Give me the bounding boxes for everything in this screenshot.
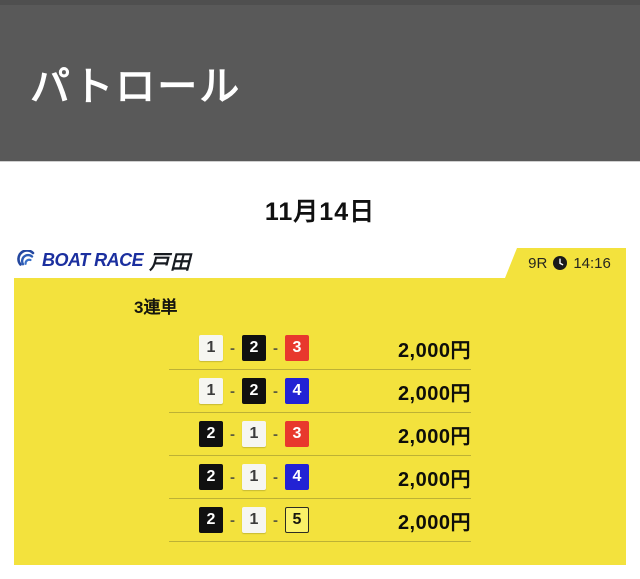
boat-number-box: 2 <box>199 421 223 447</box>
combo: 1 - 2 - 4 <box>199 378 309 404</box>
venue-name: 戸田 <box>149 251 192 274</box>
ticket-header: BOAT RACE 戸田 9R 14:16 <box>14 242 626 278</box>
bet-type-label: 3連単 <box>134 298 178 317</box>
boat-number-box: 2 <box>199 507 223 533</box>
dash-separator: - <box>273 382 278 400</box>
combo: 1 - 2 - 3 <box>199 335 309 361</box>
bet-rows: 1 - 2 - 3 2,000円 1 - 2 - 4 2,000円 <box>169 327 471 542</box>
boatrace-logo-text: BOAT RACE <box>42 249 144 270</box>
race-number: 9R <box>528 254 548 272</box>
boat-number-box: 1 <box>242 464 266 490</box>
page-title: パトロール <box>30 65 242 109</box>
ticket-body: 3連単 1 - 2 - 3 2,000円 1 - 2 - 4 <box>14 278 626 565</box>
bet-amount: 2,000円 <box>397 425 471 448</box>
boat-number-box: 1 <box>199 378 223 404</box>
bet-amount: 2,000円 <box>397 339 471 362</box>
dash-separator: - <box>230 511 235 529</box>
boat-number-box: 5 <box>285 507 309 533</box>
bet-row: 2 - 1 - 5 2,000円 <box>169 499 471 542</box>
dash-separator: - <box>230 339 235 357</box>
date-strip: 11月14日 <box>0 162 640 242</box>
boat-number-box: 4 <box>285 464 309 490</box>
boat-number-box: 2 <box>242 378 266 404</box>
race-date: 11月14日 <box>264 198 376 226</box>
dash-separator: - <box>273 425 278 443</box>
boatrace-swirl-icon <box>17 250 35 266</box>
boatrace-brand: BOAT RACE 戸田 <box>14 242 191 278</box>
boat-number-box: 3 <box>285 421 309 447</box>
dash-separator: - <box>230 468 235 486</box>
bet-row: 1 - 2 - 3 2,000円 <box>169 327 471 370</box>
race-info-tab: 9R 14:16 <box>505 248 626 278</box>
dash-separator: - <box>273 511 278 529</box>
dash-separator: - <box>273 468 278 486</box>
combo: 2 - 1 - 5 <box>199 507 309 533</box>
dash-separator: - <box>230 425 235 443</box>
boat-number-box: 1 <box>242 421 266 447</box>
boat-number-box: 1 <box>199 335 223 361</box>
bet-row: 2 - 1 - 3 2,000円 <box>169 413 471 456</box>
bet-row: 1 - 2 - 4 2,000円 <box>169 370 471 413</box>
race-time: 14:16 <box>573 254 611 272</box>
page-header: パトロール <box>0 0 640 162</box>
clock-icon <box>553 256 568 270</box>
bet-amount: 2,000円 <box>397 382 471 405</box>
combo: 2 - 1 - 3 <box>199 421 309 447</box>
boat-number-box: 1 <box>242 507 266 533</box>
dash-separator: - <box>273 339 278 357</box>
bet-amount: 2,000円 <box>397 511 471 534</box>
dash-separator: - <box>230 382 235 400</box>
combo: 2 - 1 - 4 <box>199 464 309 490</box>
boat-number-box: 2 <box>242 335 266 361</box>
boat-number-box: 3 <box>285 335 309 361</box>
boat-number-box: 4 <box>285 378 309 404</box>
bet-ticket: BOAT RACE 戸田 9R 14:16 3連単 1 - 2 - 3 <box>14 242 626 565</box>
bet-amount: 2,000円 <box>397 468 471 491</box>
boat-number-box: 2 <box>199 464 223 490</box>
bet-row: 2 - 1 - 4 2,000円 <box>169 456 471 499</box>
